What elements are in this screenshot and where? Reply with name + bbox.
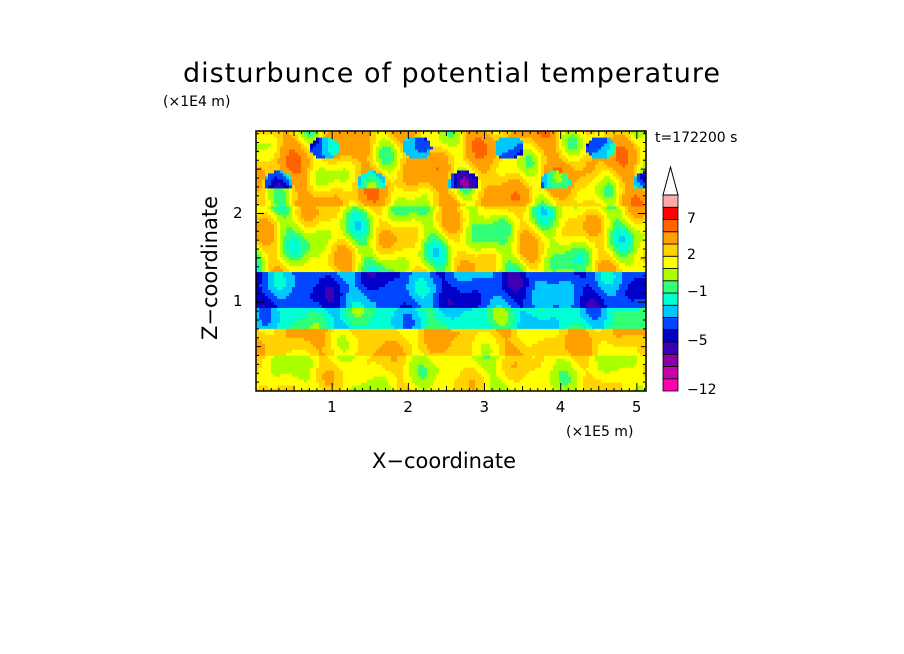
contour-field xyxy=(256,131,647,392)
